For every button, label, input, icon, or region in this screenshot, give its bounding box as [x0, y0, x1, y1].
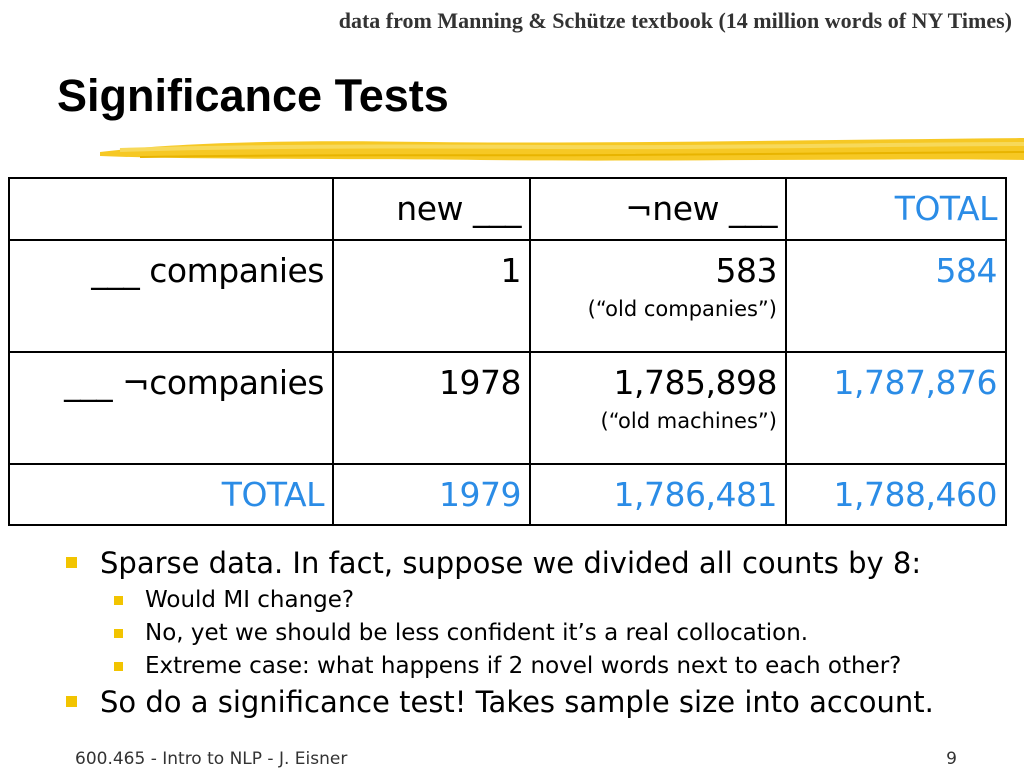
list-item: So do a significance test! Takes sample …: [62, 683, 1012, 721]
cell-total: 1,786,481: [529, 463, 787, 526]
row-label-companies: ___ companies: [8, 239, 334, 353]
square-bullet-icon: [66, 696, 77, 707]
cell-count: 1: [332, 239, 531, 353]
cell-value: 583: [715, 251, 778, 290]
cell-total: 1979: [332, 463, 531, 526]
list-item: No, yet we should be less confident it’s…: [62, 617, 1012, 650]
cell-count: 1,785,898 (“old machines”): [529, 351, 787, 465]
cell-note: (“old machines”): [600, 409, 778, 433]
slide-title: Significance Tests: [57, 70, 449, 121]
table-row: ___ ¬companies 1978 1,785,898 (“old mach…: [8, 351, 1007, 465]
square-bullet-icon: [66, 557, 77, 568]
square-bullet-icon: [114, 596, 123, 605]
row-label-total: TOTAL: [8, 463, 334, 526]
page-number: 9: [946, 749, 957, 769]
column-header-new: new ___: [332, 177, 531, 241]
table-corner-cell: [8, 177, 334, 241]
source-note: data from Manning & Schütze textbook (14…: [338, 8, 1012, 33]
column-header-not-new: ¬new ___: [529, 177, 787, 241]
cell-count: 583 (“old companies”): [529, 239, 787, 353]
title-highlight-stroke: [100, 138, 1024, 161]
row-label-not-companies: ___ ¬companies: [8, 351, 334, 465]
table-total-row: TOTAL 1979 1,786,481 1,788,460: [8, 463, 1007, 526]
bullet-text: Sparse data. In fact, suppose we divided…: [100, 546, 922, 580]
square-bullet-icon: [114, 662, 123, 671]
cell-count: 1978: [332, 351, 531, 465]
cell-total: 1,787,876: [785, 351, 1007, 465]
bullet-text: So do a significance test! Takes sample …: [100, 685, 934, 719]
table-row: ___ companies 1 583 (“old companies”) 58…: [8, 239, 1007, 353]
cell-total: 584: [785, 239, 1007, 353]
column-header-total: TOTAL: [785, 177, 1007, 241]
list-item: Would MI change?: [62, 584, 1012, 617]
cell-value: 1,785,898: [613, 363, 778, 402]
contingency-table: new ___ ¬new ___ TOTAL ___ companies 1 5…: [8, 177, 1007, 526]
table-header-row: new ___ ¬new ___ TOTAL: [8, 177, 1007, 241]
cell-grand-total: 1,788,460: [785, 463, 1007, 526]
cell-note: (“old companies”): [587, 297, 777, 321]
bullet-text: No, yet we should be less confident it’s…: [145, 620, 809, 646]
bullet-text: Extreme case: what happens if 2 novel wo…: [145, 653, 902, 679]
square-bullet-icon: [114, 629, 123, 638]
bullet-text: Would MI change?: [145, 587, 355, 613]
footer-course: 600.465 - Intro to NLP - J. Eisner: [75, 749, 348, 769]
list-item: Extreme case: what happens if 2 novel wo…: [62, 650, 1012, 683]
bullet-list: Sparse data. In fact, suppose we divided…: [62, 544, 1012, 723]
list-item: Sparse data. In fact, suppose we divided…: [62, 544, 1012, 582]
